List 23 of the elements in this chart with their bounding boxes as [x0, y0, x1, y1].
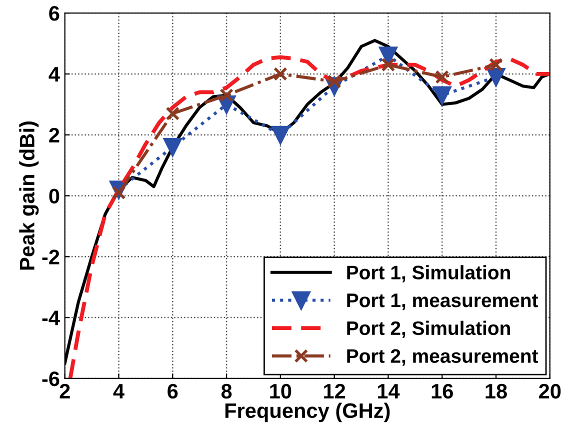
x-tick-label: 18 — [486, 384, 507, 399]
x-tick-label: 10 — [270, 384, 292, 399]
legend-label: Port 2, measurement — [347, 349, 538, 366]
x-tick-label: 2 — [60, 384, 70, 398]
y-tick-label: 6 — [49, 6, 60, 21]
x-axis-title: Frequency (GHz) — [225, 402, 390, 422]
legend-label: Port 1, measurement — [347, 294, 538, 310]
x-tick-label: 16 — [432, 384, 453, 399]
x-tick-label: 8 — [221, 384, 232, 399]
y-tick-label: -6 — [42, 371, 60, 386]
x-tick-label: 6 — [168, 384, 178, 399]
y-tick-label: 2 — [49, 128, 60, 142]
y-tick-label: 0 — [49, 188, 60, 204]
y-tick-label: -4 — [42, 310, 60, 326]
legend-label: Port 1, Simulation — [347, 265, 510, 282]
y-axis-title: Peak gain (dBi) — [19, 122, 39, 270]
y-tick-label: -2 — [42, 250, 60, 264]
x-tick-label: 12 — [324, 384, 346, 398]
x-tick-label: 4 — [113, 384, 124, 398]
y-tick-label: 4 — [48, 67, 60, 82]
x-tick-label: 14 — [378, 384, 400, 398]
legend-label: Port 2, Simulation — [347, 320, 510, 338]
x-tick-label: 20 — [539, 384, 561, 399]
